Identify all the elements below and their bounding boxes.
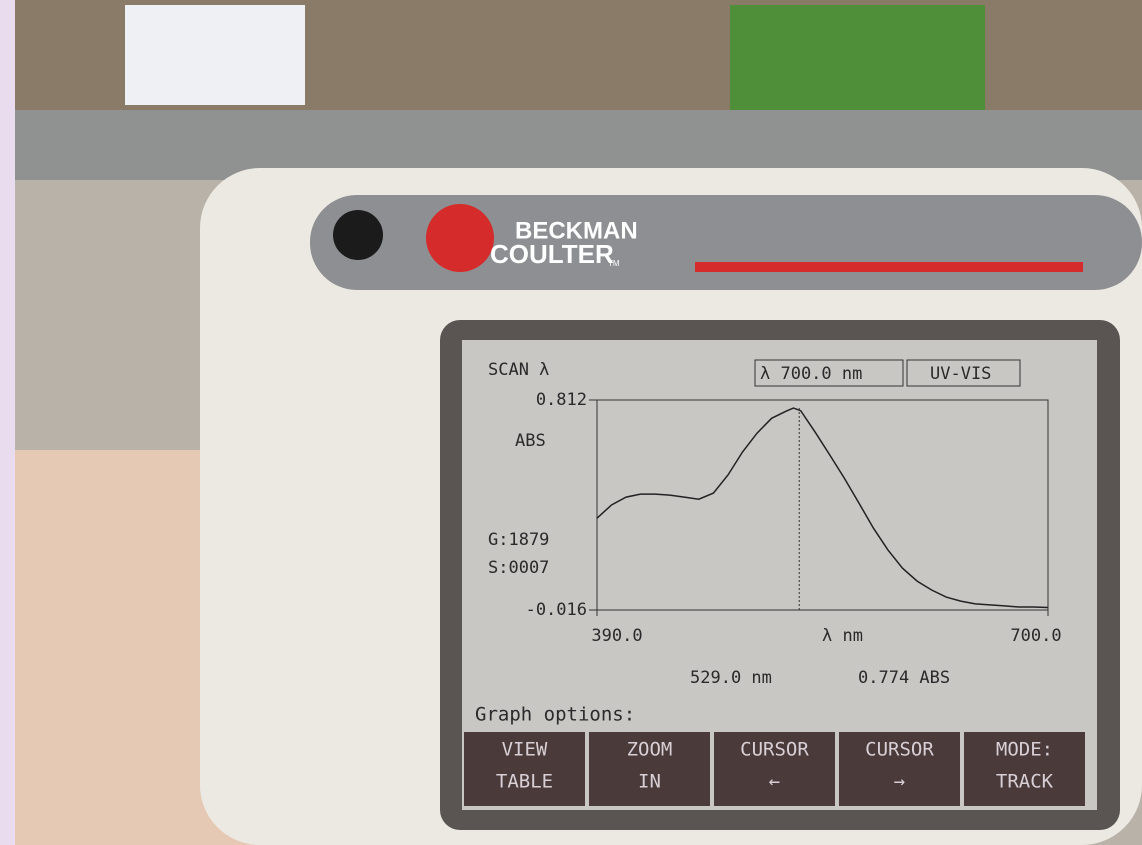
softkeys: VIEW TABLE ZOOM IN CURSOR ← CURSOR → MODE: TRACK [464, 732, 1085, 806]
page: BECKMAN COULTER TM SCAN λ λ 700.0 nm UV-… [0, 0, 1142, 845]
softkey-label: TABLE [496, 771, 553, 793]
softkey-label: IN [638, 771, 661, 793]
softkey-label: ← [769, 771, 780, 793]
y-label: G:1879 [488, 530, 549, 550]
options-title: Graph options: [475, 704, 635, 726]
softkey-label: CURSOR [740, 739, 809, 761]
softkey-label: VIEW [502, 739, 548, 761]
x-axis-label: λ nm [822, 626, 863, 646]
parafilm-box [125, 5, 305, 105]
readout-abs: 0.774 ABS [858, 668, 950, 688]
readout-wavelength: 529.0 nm [690, 668, 772, 688]
softkey-label: ZOOM [627, 739, 673, 761]
softkey-label: MODE: [996, 739, 1053, 761]
lamp: UV-VIS [930, 364, 991, 384]
y-label: S:0007 [488, 558, 549, 578]
logo [426, 204, 494, 272]
y-tick-label: -0.016 [526, 600, 587, 620]
mode-label: SCAN λ [488, 360, 549, 380]
trademark: TM [608, 259, 620, 268]
red-stripe [695, 262, 1083, 272]
y-label: ABS [515, 431, 546, 451]
x-tick-label: 700.0 [1010, 626, 1061, 646]
wavelength: λ 700.0 nm [760, 364, 862, 384]
y-tick-label: 0.812 [536, 390, 587, 410]
scene: BECKMAN COULTER TM SCAN λ λ 700.0 nm UV-… [0, 0, 1142, 845]
brand-line2: COULTER [490, 239, 614, 269]
x-tick-label: 390.0 [591, 626, 642, 646]
softkey-label: → [894, 771, 905, 793]
button-knob [333, 210, 383, 260]
softkey-label: CURSOR [865, 739, 934, 761]
softkey-label: TRACK [996, 771, 1054, 793]
